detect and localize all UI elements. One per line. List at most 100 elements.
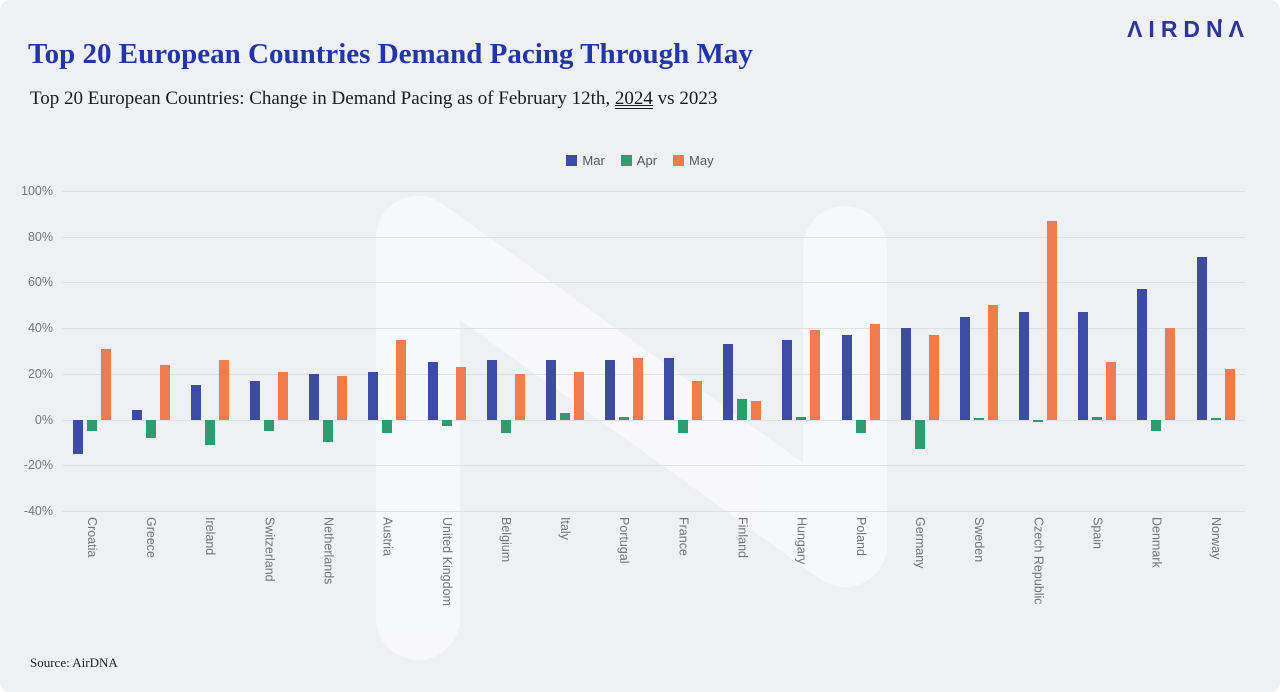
y-tick-label: -20% [23, 458, 53, 473]
bar-group [476, 191, 535, 511]
legend-item-mar: Mar [566, 153, 605, 168]
y-tick-label: 0% [34, 412, 53, 427]
bar-mar [664, 357, 675, 420]
x-axis-label: Hungary [772, 517, 831, 606]
bar-apr [796, 417, 807, 420]
legend-label: May [689, 153, 714, 168]
subtitle-prefix: Top 20 European Countries: Change in Dem… [30, 88, 615, 109]
x-axis-label-text: Greece [143, 517, 158, 558]
y-tick-label: 20% [27, 366, 53, 381]
x-axis-label-text: Croatia [84, 517, 99, 558]
x-axis-label: Netherlands [299, 517, 358, 606]
bar-group [713, 191, 772, 511]
x-axis-label: Austria [358, 517, 417, 606]
bar-may [869, 323, 880, 420]
bar-mar [486, 360, 497, 420]
chart-subtitle: Top 20 European Countries: Change in Dem… [30, 88, 717, 110]
bar-group [121, 191, 180, 511]
bar-apr [973, 418, 984, 420]
x-axis-label-text: Sweden [972, 517, 987, 563]
bar-group [1127, 191, 1186, 511]
x-axis-label-text: Hungary [794, 517, 809, 565]
x-axis-label-text: Portugal [617, 517, 632, 564]
x-axis-label: Spain [1068, 517, 1127, 606]
x-axis-label: United Kingdom [417, 517, 476, 606]
bar-mar [368, 371, 379, 420]
x-axis-label: Germany [890, 517, 949, 606]
bar-may [632, 357, 643, 420]
legend-swatch [620, 155, 632, 166]
bar-mar [72, 419, 83, 454]
legend-swatch [566, 155, 578, 166]
legend-item-may: May [673, 153, 714, 168]
bar-apr [500, 419, 511, 434]
bar-may [810, 330, 821, 420]
bar-apr [618, 417, 629, 420]
bar-mar [1196, 257, 1207, 420]
airdna-logo: ΛIRDNΛ [1127, 16, 1250, 42]
y-tick-label: 100% [21, 184, 53, 198]
bar-may [1106, 362, 1117, 420]
x-axis-label-text: Spain [1090, 517, 1105, 549]
legend-label: Apr [636, 153, 658, 168]
bar-may [692, 380, 703, 420]
bar-apr [145, 419, 156, 438]
bar-apr [264, 419, 275, 431]
x-axis-label-text: Switzerland [262, 517, 277, 582]
x-axis-label: France [654, 517, 713, 606]
bar-group [1068, 191, 1127, 511]
x-axis-label: Belgium [476, 517, 535, 606]
bar-group [1186, 191, 1245, 511]
bar-mar [427, 362, 438, 420]
subtitle-year-underlined: 2024 [614, 88, 653, 109]
y-tick-label: -40% [23, 504, 53, 518]
bar-may [514, 373, 525, 420]
bar-group [1009, 191, 1068, 511]
bar-apr [441, 419, 452, 427]
bar-group [417, 191, 476, 511]
gridline [62, 419, 1245, 421]
bar-apr [737, 399, 748, 420]
y-tick-label: 80% [27, 229, 53, 244]
x-axis-label-text: Denmark [1149, 517, 1164, 568]
x-axis-label: Denmark [1127, 517, 1186, 606]
x-axis-label-text: Finland [735, 517, 750, 558]
bar-apr [678, 419, 689, 434]
bar-mar [1019, 312, 1030, 420]
x-axis-label: Norway [1186, 517, 1245, 606]
x-axis-label-text: Czech Republic [1031, 517, 1046, 605]
bar-may [928, 335, 939, 420]
x-axis-label: Ireland [180, 517, 239, 606]
bar-mar [1137, 289, 1148, 420]
bar-mar [723, 344, 734, 420]
x-axis-label-text: Austria [380, 517, 395, 556]
x-axis-label-text: Ireland [203, 517, 218, 556]
bar-apr [1092, 417, 1103, 420]
bar-may [573, 371, 584, 420]
bar-mar [841, 335, 852, 420]
bar-mar [250, 380, 261, 420]
bar-apr [1210, 418, 1221, 420]
bar-may [100, 348, 111, 420]
bar-group [890, 191, 949, 511]
bar-apr [1151, 419, 1162, 431]
bar-group [358, 191, 417, 511]
x-axis-label: Greece [121, 517, 180, 606]
bar-may [751, 401, 762, 420]
bar-group [594, 191, 653, 511]
x-axis-label-text: Norway [1208, 517, 1223, 560]
bar-apr [86, 419, 97, 431]
gridline [62, 282, 1245, 284]
bar-apr [382, 419, 393, 434]
x-axis-label: Switzerland [239, 517, 298, 606]
bar-group [239, 191, 298, 511]
bar-mar [545, 360, 556, 420]
y-tick-label: 60% [27, 275, 53, 290]
x-axis-label-text: Germany [913, 517, 928, 569]
legend: Mar Apr May [0, 153, 1280, 168]
legend-label: Mar [582, 153, 605, 168]
legend-item-apr: Apr [620, 153, 658, 168]
x-axis-label: Croatia [62, 517, 121, 606]
bar-may [1224, 369, 1235, 420]
